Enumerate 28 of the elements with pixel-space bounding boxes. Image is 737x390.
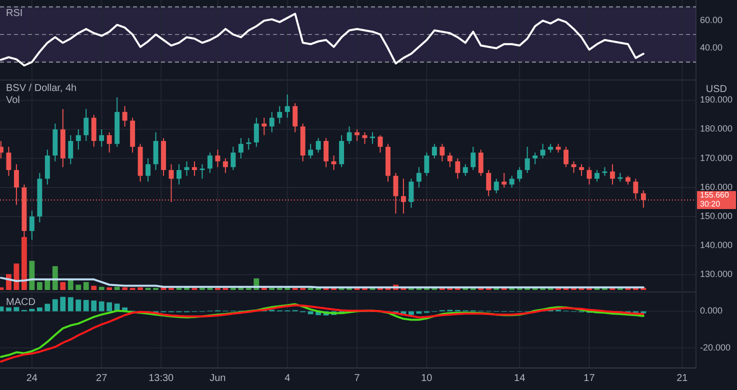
- text: RSI: [6, 8, 23, 19]
- x-tick-label: 24: [26, 373, 38, 384]
- y-tick-label: 130.000: [700, 268, 733, 279]
- x-tick-label: 14: [514, 373, 526, 384]
- y-tick-label: 150.000: [700, 210, 733, 221]
- y-tick-label: 160.000: [700, 182, 733, 192]
- chart-title: Vol: [6, 95, 20, 106]
- y-tick-label: 0.000: [700, 306, 723, 316]
- x-tick-label: 10: [421, 373, 433, 384]
- chart-title: MACD: [6, 297, 36, 308]
- x-tick-label: 4: [284, 373, 291, 384]
- y-axis-title: USD: [706, 84, 727, 95]
- chart-title: BSV / Dollar, 4h: [6, 83, 77, 94]
- x-tick-label: 17: [584, 373, 596, 384]
- y-tick-label: 60.00: [700, 15, 723, 26]
- y-tick-label: 40.00: [700, 42, 723, 53]
- y-tick-label: 190.000: [700, 94, 733, 105]
- text: 30:20: [700, 200, 721, 209]
- x-tick-label: 21: [676, 373, 688, 384]
- y-tick-label: 170.000: [700, 152, 733, 163]
- y-tick-label: 140.000: [700, 240, 733, 250]
- x-tick-label: 13:30: [148, 373, 174, 384]
- x-tick-label: Jun: [210, 373, 226, 384]
- x-tick-label: 7: [354, 373, 360, 384]
- ref-line-label: 155.660: [700, 190, 730, 200]
- y-tick-label: 180.000: [700, 124, 733, 134]
- x-tick-label: 27: [96, 373, 108, 384]
- y-tick-label: -20.000: [700, 342, 731, 352]
